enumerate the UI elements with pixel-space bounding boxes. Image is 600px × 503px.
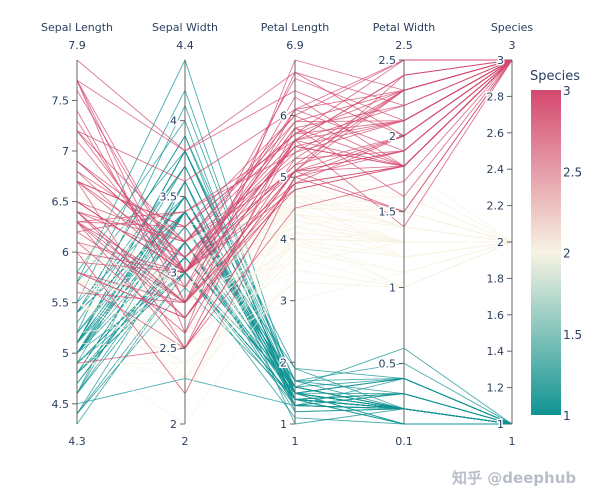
axis-tick-label: 1.6 — [487, 309, 505, 322]
axis-tick-label: 4.5 — [52, 398, 70, 411]
axis-title: Petal Width — [373, 21, 436, 34]
axis-range-min: 1 — [509, 435, 516, 448]
watermark: 知乎 @deephub — [452, 469, 576, 487]
axis: Species 3 11 1.2 1.4 1.6 1.8 2 2.2 2.4 2.6 2.8 3 — [485, 21, 534, 448]
axis-range-max: 4.4 — [176, 39, 194, 52]
axis-tick-label: 1.5 — [379, 206, 397, 219]
axis-tick-label: 5 — [280, 171, 287, 184]
colorbar: Species 1 1.5 2 2.5 3 — [530, 69, 582, 423]
axis-title: Species — [491, 21, 534, 34]
axis-range-max: 6.9 — [286, 39, 304, 52]
axis-tick-label: 2.5 — [160, 342, 178, 355]
axis-range-min: 0.1 — [395, 435, 413, 448]
axis-tick-label: 0.5 — [379, 357, 397, 370]
axis: Petal Length 6.9 11 2 3 4 5 6 — [261, 21, 330, 448]
axis-tick-label: 2 — [497, 236, 504, 249]
axis-tick-label: 5.5 — [52, 297, 70, 310]
colorbar-tick-label: 1.5 — [563, 328, 582, 342]
axis-tick-label: 1.8 — [487, 272, 505, 285]
axis-range-max: 3 — [509, 39, 516, 52]
axis-tick-label: 3 — [497, 54, 504, 67]
axis-tick-label: 2.8 — [487, 90, 505, 103]
axis-tick-label: 2.5 — [379, 54, 397, 67]
axis-tick-label: 3 — [280, 295, 287, 308]
axis-tick-label: 1.4 — [487, 345, 505, 358]
axis-tick-label: 1 — [497, 418, 504, 431]
axis: Sepal Width 4.4 22 2.5 3 3.5 4 — [152, 21, 218, 448]
axis-tick-label: 3.5 — [160, 191, 178, 204]
axis-tick-label: 1.2 — [487, 382, 505, 395]
colorbar-tick-label: 2.5 — [563, 165, 582, 179]
axis-tick-label: 6.5 — [52, 196, 70, 209]
axis-tick-label: 1 — [389, 282, 396, 295]
axes-layer: Sepal Length 7.9 4.3 4.5 5 5.5 6 6.5 7 7.5 Sepal W… — [41, 21, 533, 448]
axis-title: Petal Length — [261, 21, 330, 34]
axis-tick-label: 2 — [389, 130, 396, 143]
axis-range-max: 7.9 — [68, 39, 86, 52]
axis-tick-label: 4 — [280, 233, 287, 246]
axis-tick-label: 2.6 — [487, 127, 505, 140]
axis-range-min: 1 — [292, 435, 299, 448]
axis-tick-label: 6 — [62, 246, 69, 259]
axis-tick-label: 2 — [170, 418, 177, 431]
axis: Sepal Length 7.9 4.3 4.5 5 5.5 6 6.5 7 7.5 — [41, 21, 113, 448]
axis-tick-label: 2.2 — [487, 200, 505, 213]
colorbar-tick-label: 2 — [563, 247, 571, 261]
axis-tick-label: 6 — [280, 110, 287, 123]
axis-title: Sepal Length — [41, 21, 113, 34]
axis-title: Sepal Width — [152, 21, 218, 34]
axis-tick-label: 2 — [280, 356, 287, 369]
axis-range-min: 2 — [182, 435, 189, 448]
axis-tick-label: 5 — [62, 347, 69, 360]
axis-tick-label: 2.4 — [487, 163, 505, 176]
axis-tick-label: 7 — [62, 145, 69, 158]
axis-tick-label: 1 — [280, 418, 287, 431]
axis-range-max: 2.5 — [395, 39, 413, 52]
axis-tick-label: 3 — [170, 266, 177, 279]
colorbar-tick-label: 3 — [563, 84, 571, 98]
colorbar-title: Species — [530, 69, 580, 84]
axis-tick-label: 7.5 — [52, 94, 70, 107]
axis-range-min: 4.3 — [68, 435, 86, 448]
axis-tick-label: 4 — [170, 115, 177, 128]
colorbar-tick-label: 1 — [563, 409, 571, 423]
axis: Petal Width 2.5 0.1 0.5 1 1.5 2 2.5 — [373, 21, 436, 448]
colorbar-gradient — [531, 90, 561, 415]
colorbar-ticks: 1 1.5 2 2.5 3 — [563, 84, 582, 423]
